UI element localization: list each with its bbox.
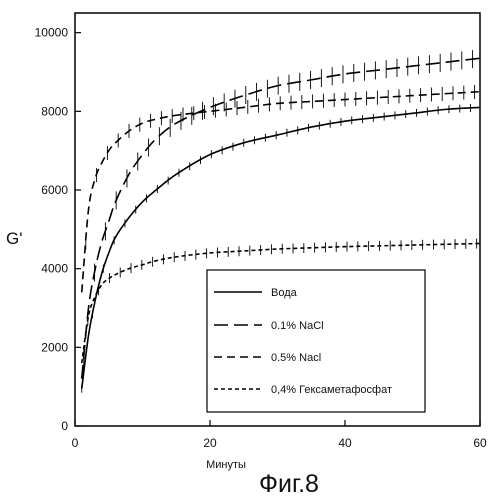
x-tick-label: 20 (203, 436, 217, 450)
y-axis: 0 2000 4000 6000 8000 10000 (35, 26, 81, 433)
y-tick-label: 10000 (35, 26, 69, 40)
legend-label-nacl-01: 0.1% NaCl (271, 320, 324, 332)
y-tick-label: 0 (61, 419, 68, 433)
x-tick-label: 0 (72, 436, 79, 450)
y-tick-label: 4000 (41, 262, 68, 276)
y-tick-label: 8000 (41, 104, 68, 118)
x-tick-label: 40 (338, 436, 352, 450)
figure-caption: Фиг.8 (259, 470, 319, 498)
x-axis-label: Минуты (206, 459, 246, 471)
legend-label-hexametaphosphate: 0,4% Гексаметафосфат (271, 384, 392, 396)
legend-label-voda: Вода (271, 287, 298, 299)
y-tick-label: 6000 (41, 183, 68, 197)
y-tick-label: 2000 (41, 340, 68, 354)
legend-label-nacl-05: 0.5% Nacl (271, 352, 321, 364)
x-tick-label: 60 (473, 436, 487, 450)
x-axis: 0 20 40 60 (72, 420, 487, 450)
y-axis-label: G' (6, 229, 22, 248)
legend: Вода 0.1% NaCl 0.5% Nacl 0,4% Гексаметаф… (207, 270, 425, 412)
